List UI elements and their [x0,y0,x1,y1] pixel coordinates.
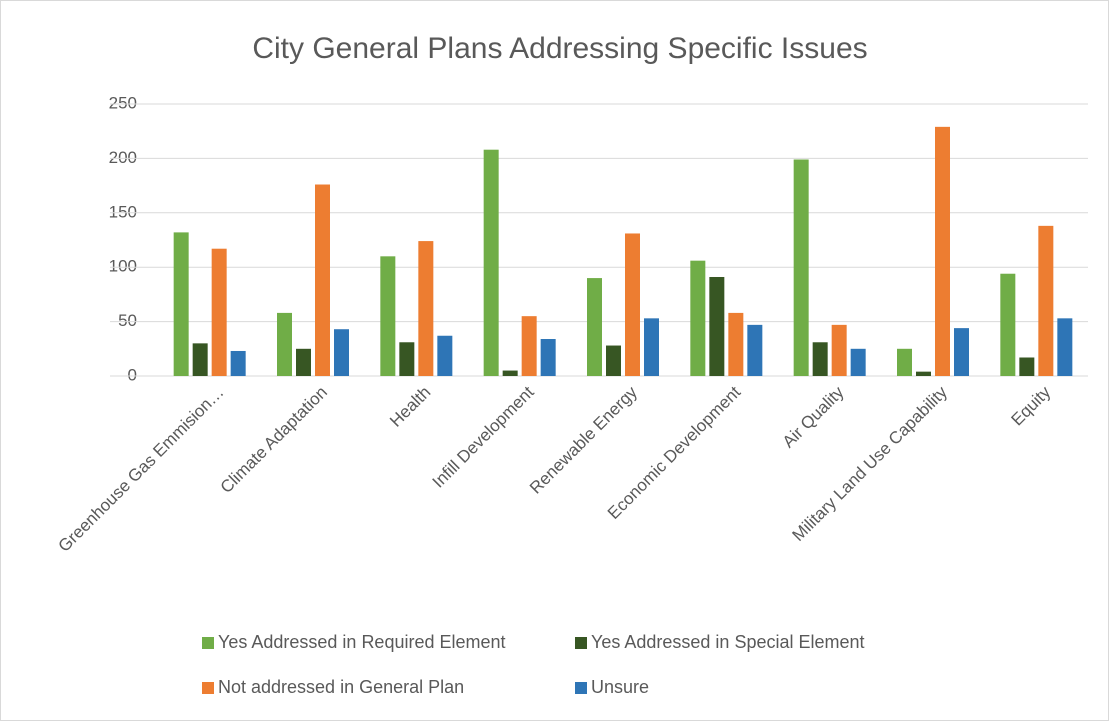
chart-title: City General Plans Addressing Specific I… [252,32,867,65]
bar [296,348,311,376]
y-tick-label: 200 [109,148,137,167]
bar [502,370,518,376]
bar [1038,225,1054,376]
bar [690,260,706,376]
bar [277,312,292,376]
bar [747,324,763,376]
bar [211,248,227,376]
bar [728,312,744,376]
legend-label: Not addressed in General Plan [218,677,464,697]
bar [625,233,640,376]
y-tick-label: 250 [109,93,137,112]
bar [935,126,950,377]
bar [644,318,659,376]
legend-swatch [202,637,214,649]
bar [483,149,499,376]
bar [521,316,537,376]
bar [399,342,415,376]
bar [230,350,246,376]
legend-label: Unsure [591,677,649,697]
y-tick-label: 0 [128,365,137,384]
bar [812,342,828,376]
bar [437,335,453,376]
bar [1057,318,1073,376]
y-tick-label: 150 [109,202,137,221]
bar [606,345,621,376]
y-tick-label: 100 [109,257,137,276]
bar [315,184,330,376]
legend-label: Yes Addressed in Required Element [218,632,506,652]
bar [1000,273,1016,376]
bar [192,343,208,376]
bar [380,256,396,376]
bar [793,159,809,376]
bar [831,324,847,376]
y-tick-label: 50 [118,311,137,330]
bar [954,328,969,376]
bar [173,232,189,376]
bar [587,278,602,376]
bar [897,348,912,376]
bar [540,339,556,376]
legend-swatch [575,637,587,649]
bar [334,329,349,376]
legend-label: Yes Addressed in Special Element [591,632,865,652]
bar [1019,357,1035,376]
legend-swatch [575,682,587,694]
bar [916,371,931,376]
bar [418,241,434,376]
bar [709,276,725,376]
legend-swatch [202,682,214,694]
bar [850,348,866,376]
